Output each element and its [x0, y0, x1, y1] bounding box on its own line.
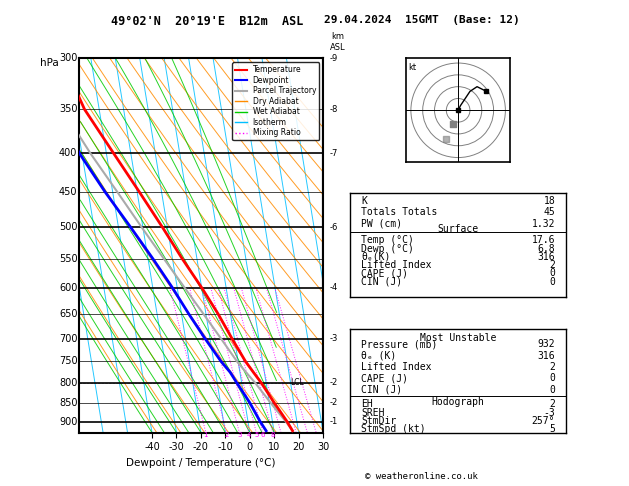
Text: K: K	[361, 196, 367, 206]
Text: θₑ (K): θₑ (K)	[361, 350, 396, 361]
Text: 350: 350	[59, 104, 77, 114]
Text: 0: 0	[549, 385, 555, 395]
Text: 1.32: 1.32	[532, 219, 555, 228]
Legend: Temperature, Dewpoint, Parcel Trajectory, Dry Adiabat, Wet Adiabat, Isotherm, Mi: Temperature, Dewpoint, Parcel Trajectory…	[232, 62, 320, 140]
Text: CAPE (J): CAPE (J)	[361, 268, 408, 278]
Text: 400: 400	[59, 149, 77, 158]
Text: Totals Totals: Totals Totals	[361, 207, 437, 217]
Text: 650: 650	[59, 309, 77, 319]
Text: 45: 45	[543, 207, 555, 217]
Text: 850: 850	[59, 398, 77, 408]
Text: -4: -4	[330, 283, 338, 292]
Text: -1: -1	[330, 417, 338, 426]
Text: 700: 700	[59, 333, 77, 344]
Text: 600: 600	[59, 282, 77, 293]
Text: 49°02'N  20°19'E  B12m  ASL: 49°02'N 20°19'E B12m ASL	[111, 15, 304, 28]
Text: PW (cm): PW (cm)	[361, 219, 402, 228]
Text: 450: 450	[59, 188, 77, 197]
Text: StmSpd (kt): StmSpd (kt)	[361, 424, 426, 434]
Text: 500: 500	[59, 222, 77, 232]
Text: -2: -2	[330, 399, 338, 407]
Text: SREH: SREH	[361, 408, 384, 418]
Text: Temp (°C): Temp (°C)	[361, 235, 414, 245]
Text: 750: 750	[58, 356, 77, 366]
Text: 8: 8	[270, 432, 275, 437]
Text: 6: 6	[260, 432, 265, 437]
Text: 800: 800	[59, 378, 77, 388]
Text: 900: 900	[59, 417, 77, 427]
Text: 2: 2	[549, 399, 555, 410]
Text: 0: 0	[549, 373, 555, 383]
Text: CAPE (J): CAPE (J)	[361, 373, 408, 383]
Text: LCL: LCL	[291, 378, 304, 387]
Text: 17.6: 17.6	[532, 235, 555, 245]
Text: 550: 550	[58, 254, 77, 264]
Text: CIN (J): CIN (J)	[361, 385, 402, 395]
Text: Lifted Index: Lifted Index	[361, 362, 431, 372]
Text: CIN (J): CIN (J)	[361, 277, 402, 287]
Text: Hodograph: Hodograph	[431, 397, 484, 407]
Text: kt: kt	[408, 63, 416, 72]
Text: © weatheronline.co.uk: © weatheronline.co.uk	[365, 472, 478, 481]
Text: -8: -8	[330, 105, 338, 114]
Text: 2: 2	[225, 432, 229, 437]
Text: km
ASL: km ASL	[330, 32, 345, 52]
Text: 5: 5	[254, 432, 259, 437]
Text: 0: 0	[549, 268, 555, 278]
Text: 0: 0	[549, 277, 555, 287]
Text: 2: 2	[549, 260, 555, 270]
Text: -7: -7	[330, 149, 338, 158]
Text: 4: 4	[247, 432, 251, 437]
Text: 1: 1	[204, 432, 208, 437]
Text: Pressure (mb): Pressure (mb)	[361, 339, 437, 349]
Text: 300: 300	[59, 53, 77, 63]
Text: -6: -6	[330, 223, 338, 232]
Text: Dewp (°C): Dewp (°C)	[361, 243, 414, 254]
Text: EH: EH	[361, 399, 373, 410]
Text: 257°: 257°	[532, 416, 555, 426]
Text: -3: -3	[330, 334, 338, 343]
Text: Most Unstable: Most Unstable	[420, 333, 496, 343]
Text: 18: 18	[543, 196, 555, 206]
Text: -9: -9	[330, 54, 338, 63]
Text: -3: -3	[543, 408, 555, 418]
Text: 316: 316	[538, 252, 555, 262]
Text: Lifted Index: Lifted Index	[361, 260, 431, 270]
Text: -2: -2	[330, 378, 338, 387]
Text: 6.8: 6.8	[538, 243, 555, 254]
Text: 29.04.2024  15GMT  (Base: 12): 29.04.2024 15GMT (Base: 12)	[323, 15, 520, 25]
X-axis label: Dewpoint / Temperature (°C): Dewpoint / Temperature (°C)	[126, 458, 276, 468]
Text: 3: 3	[237, 432, 242, 437]
Text: Surface: Surface	[438, 224, 479, 234]
Text: 2: 2	[549, 362, 555, 372]
Text: 932: 932	[538, 339, 555, 349]
Text: 5: 5	[549, 424, 555, 434]
Text: 316: 316	[538, 350, 555, 361]
Text: θₑ(K): θₑ(K)	[361, 252, 391, 262]
Text: hPa: hPa	[40, 58, 59, 69]
Text: StmDir: StmDir	[361, 416, 396, 426]
